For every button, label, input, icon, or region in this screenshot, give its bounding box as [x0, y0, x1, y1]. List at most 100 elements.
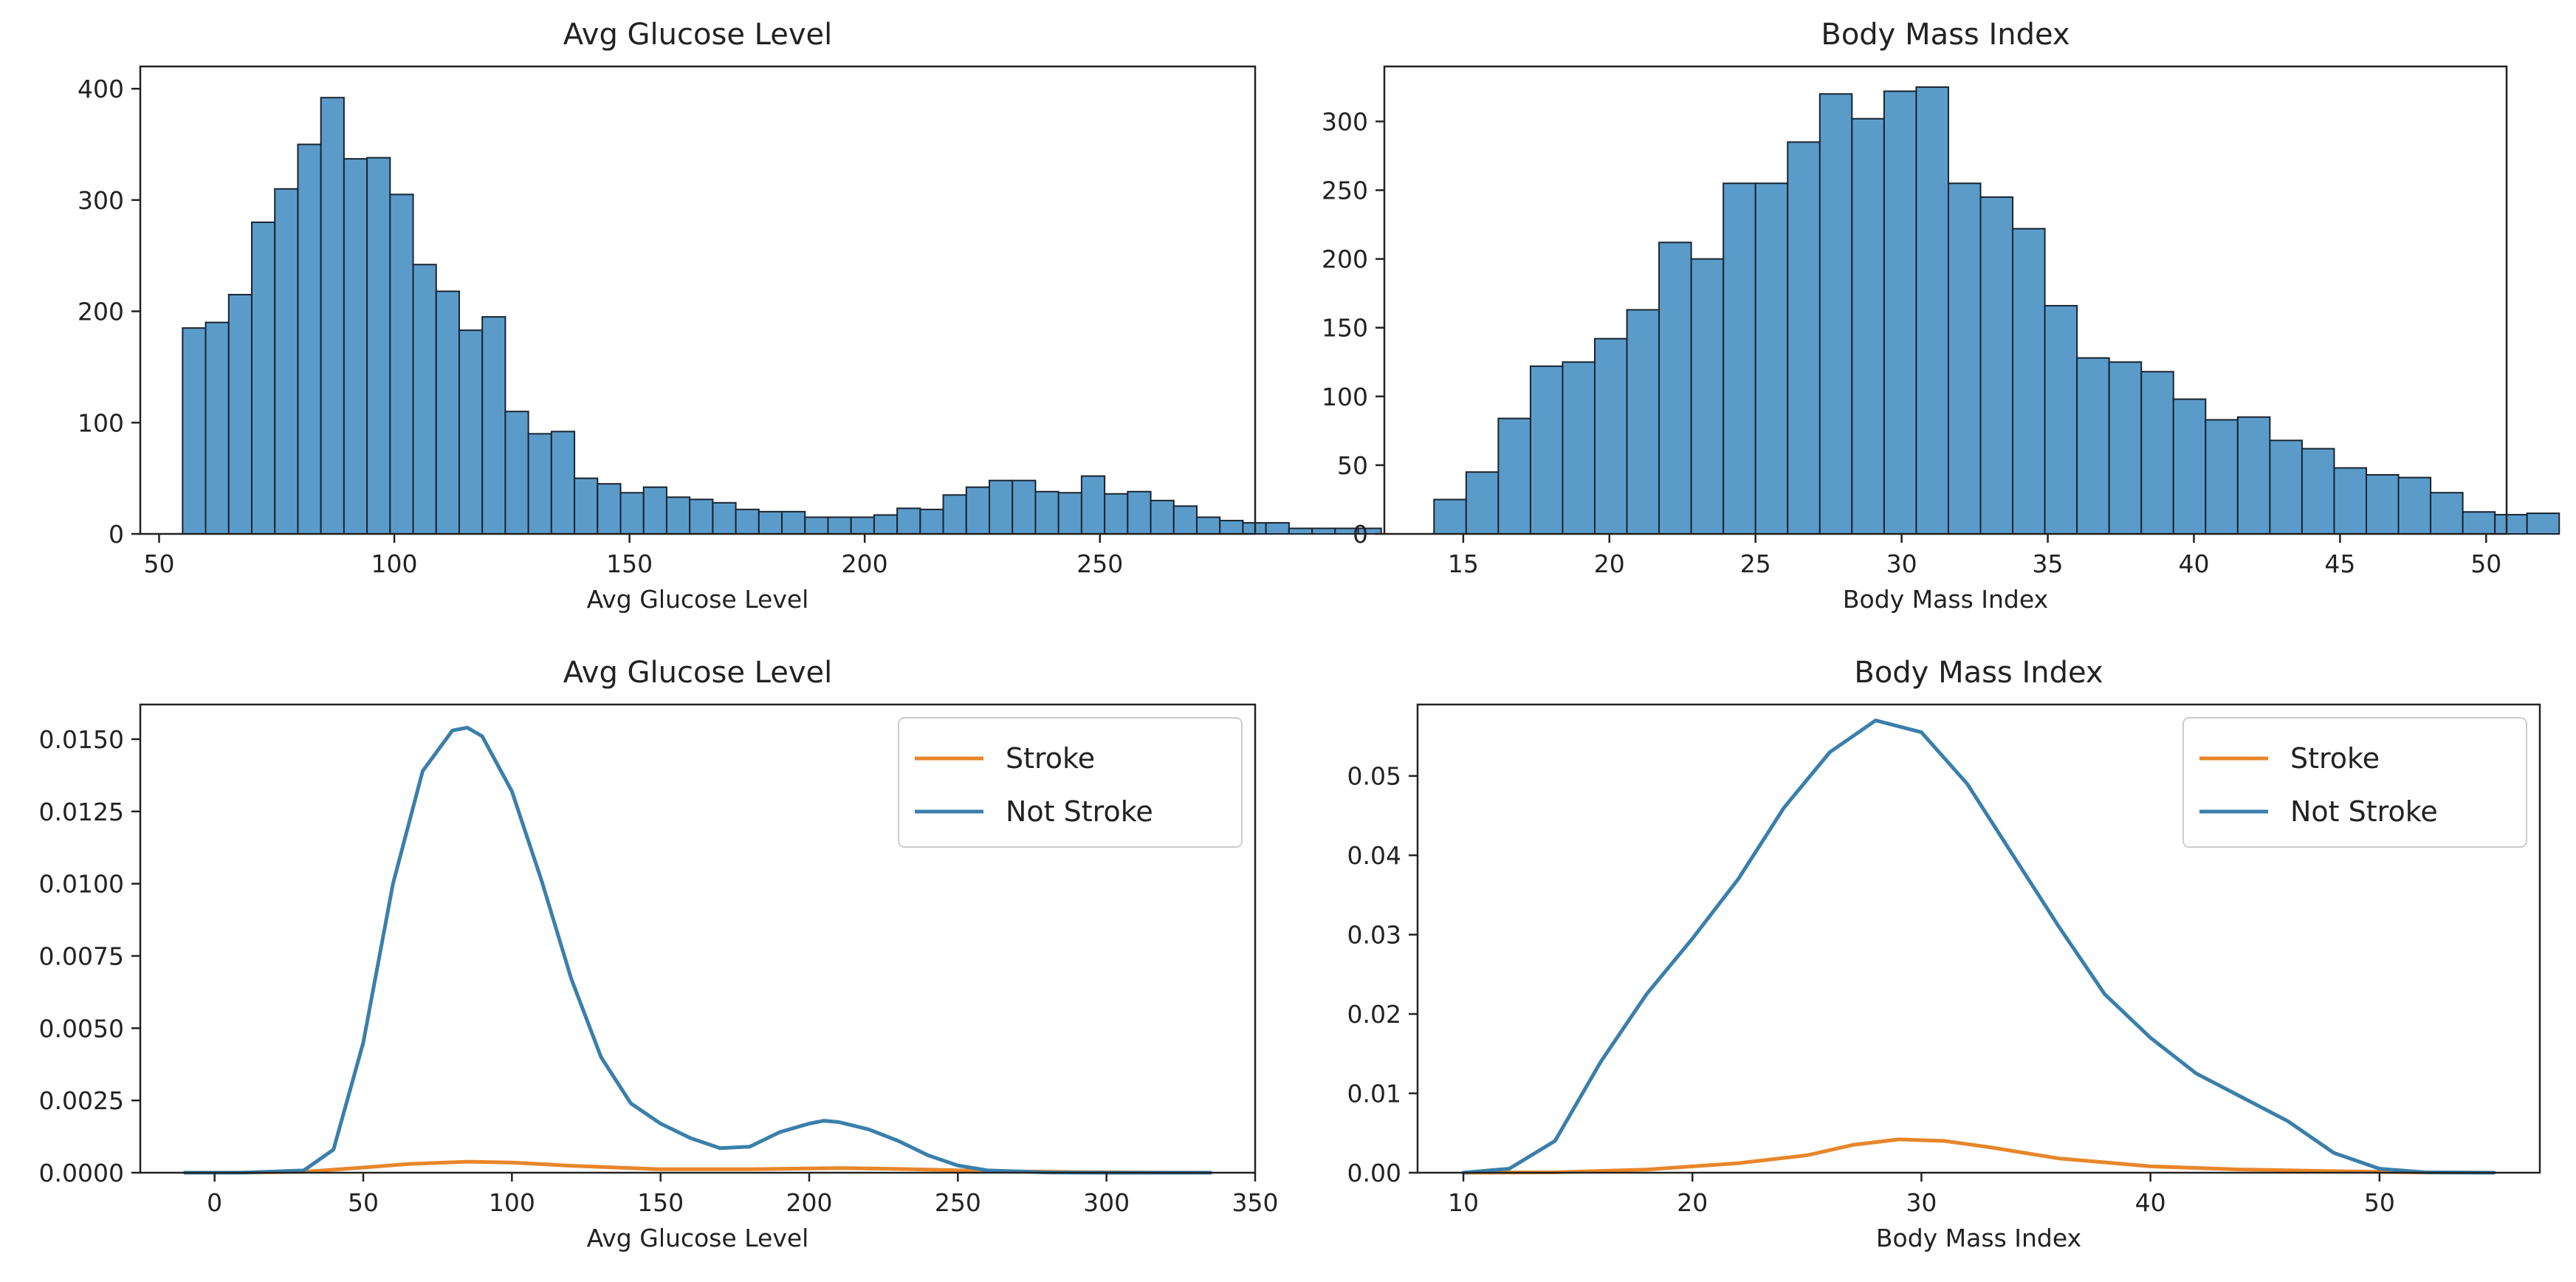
series-line-not-stroke	[182, 725, 1213, 1175]
histogram-bar	[1219, 519, 1244, 535]
histogram-bar	[1311, 527, 1336, 535]
histogram-bar	[1195, 516, 1221, 535]
x-tick-label: 50	[143, 549, 174, 578]
x-tick-label: 20	[1677, 1188, 1708, 1217]
y-tick-label: 0.0100	[39, 870, 124, 899]
x-tick-label: 200	[842, 549, 888, 578]
axes-frame	[1383, 65, 2508, 535]
histogram-bar	[1754, 182, 1789, 535]
histogram-bar	[781, 510, 806, 535]
x-tick-label: 30	[1886, 549, 1917, 578]
x-tick-label: 200	[786, 1188, 833, 1217]
histogram-bar	[481, 316, 506, 535]
chart-panel-bmi-kde: Body Mass Index 10 20 30 40 50 0.00 0.01 0.02 0.0…	[1347, 656, 2541, 1252]
legend-label: Not Stroke	[2290, 795, 2438, 828]
histogram-bar	[458, 329, 484, 535]
histogram-bar	[550, 431, 576, 535]
x-tick-label: 10	[1448, 1188, 1479, 1217]
y-tick-label: 400	[78, 75, 124, 103]
legend: Stroke Not Stroke	[2182, 717, 2527, 848]
histogram-bar	[1915, 86, 1949, 535]
histogram-bar	[2108, 361, 2143, 535]
histogram-bar	[412, 264, 437, 535]
histogram-bar	[2140, 371, 2174, 535]
legend-label: Stroke	[2290, 742, 2380, 775]
y-tick-label: 0.01	[1347, 1080, 1401, 1108]
y-tick-label: 0.05	[1347, 762, 1401, 791]
y-tick-label: 200	[1322, 245, 1368, 274]
x-tick-label: 150	[606, 549, 653, 578]
y-tick-label: 0.0075	[39, 942, 124, 970]
y-tick-label: 300	[1322, 107, 1368, 136]
histogram-bar	[2076, 357, 2110, 535]
histogram-bar	[642, 486, 667, 535]
chart-panel-glucose-kde: Avg Glucose Level 0 50 100 150 200 250 300 350 0.…	[39, 656, 1279, 1252]
chart-title: Avg Glucose Level	[563, 18, 832, 52]
histogram-bar	[527, 433, 552, 535]
histogram-bar	[1357, 527, 1382, 535]
histogram-bar	[205, 321, 230, 535]
y-tick-label: 0.0050	[39, 1014, 124, 1043]
x-tick-label: 350	[1232, 1188, 1279, 1217]
histogram-bar	[712, 501, 737, 535]
y-tick-label: 300	[78, 186, 124, 215]
histogram-bar	[1433, 498, 1467, 535]
axes-frame	[139, 65, 1257, 535]
histogram-bar	[343, 158, 368, 535]
x-tick-label: 40	[2135, 1188, 2166, 1217]
axes-frame	[1416, 703, 2541, 1174]
histogram-bar	[1787, 141, 1821, 535]
x-tick-label: 300	[1083, 1188, 1130, 1217]
y-tick-label: 0.04	[1347, 841, 1401, 870]
legend: Stroke Not Stroke	[898, 717, 1243, 848]
histogram-bar	[919, 508, 944, 535]
histogram-bar	[1851, 117, 1885, 535]
legend-box	[898, 717, 1243, 848]
histogram-bar	[804, 516, 829, 535]
y-tick-label: 250	[1322, 176, 1368, 205]
histogram-bar	[251, 222, 276, 535]
histogram-bar	[2205, 419, 2239, 535]
histogram-bar	[597, 483, 622, 535]
histogram-bar	[1979, 196, 2014, 535]
x-tick-label: 250	[1076, 549, 1123, 578]
histogram-bar	[504, 411, 529, 535]
y-tick-label: 0	[1353, 520, 1368, 549]
histogram-bar	[1057, 492, 1082, 535]
y-tick-label: 0.02	[1347, 1000, 1401, 1029]
x-tick-label: 50	[348, 1188, 379, 1217]
y-tick-label: 50	[1337, 451, 1368, 480]
histogram-bar	[1883, 90, 1917, 535]
x-axis-label: Avg Glucose Level	[587, 1224, 809, 1252]
histogram-bar	[1690, 258, 1725, 535]
histogram-bar	[1172, 505, 1198, 535]
legend-box	[2182, 717, 2527, 848]
histogram-bar	[2494, 513, 2528, 535]
histogram-bar	[182, 327, 207, 535]
histogram-bar	[1288, 527, 1313, 535]
histogram-bar	[1626, 309, 1660, 535]
axes-frame	[139, 703, 1257, 1174]
y-tick-label: 100	[78, 408, 124, 437]
histogram-bar	[1947, 182, 1982, 535]
histogram-bar	[274, 188, 299, 535]
histogram-bar	[1562, 361, 1596, 535]
x-tick-label: 25	[1740, 549, 1771, 578]
y-tick-label: 0.0025	[39, 1086, 124, 1115]
histogram-bar	[1818, 93, 1853, 535]
histogram-bar	[989, 479, 1014, 535]
histogram-bar	[1497, 417, 1531, 535]
histogram-bar	[297, 143, 322, 535]
x-tick-label: 100	[371, 549, 418, 578]
histogram-bar	[1265, 521, 1290, 535]
histogram-bar	[619, 492, 645, 535]
chart-title: Body Mass Index	[1854, 656, 2103, 690]
histogram-bar	[1034, 490, 1059, 535]
histogram-bar	[735, 508, 760, 535]
x-tick-label: 150	[637, 1188, 684, 1217]
histogram-bar	[2462, 511, 2496, 535]
histogram-bar	[2301, 448, 2335, 535]
legend-label: Stroke	[1006, 742, 1095, 775]
histogram-bar	[2172, 398, 2207, 535]
